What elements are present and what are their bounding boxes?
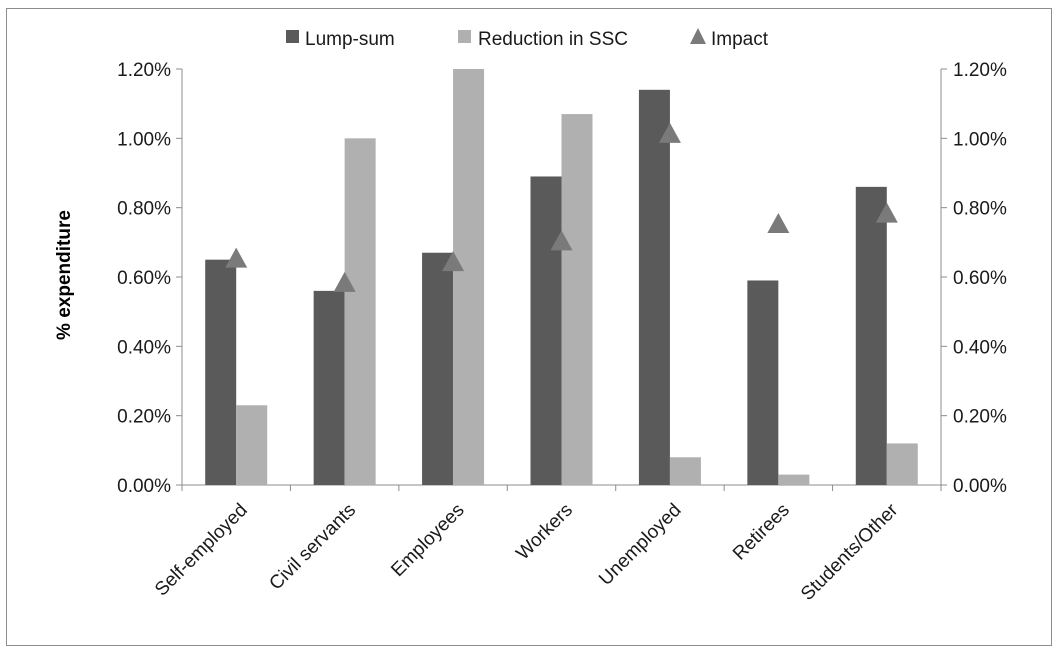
impact-marker-1 bbox=[333, 271, 356, 292]
impact-marker-3 bbox=[550, 230, 573, 251]
y-tick-label-right: 0.00% bbox=[953, 476, 1007, 497]
y-tick-label-right: 0.80% bbox=[953, 199, 1007, 220]
legend-swatch-0 bbox=[286, 30, 299, 43]
y-tick-label-left: 0.20% bbox=[117, 407, 171, 428]
y-tick-label-left: 0.00% bbox=[117, 476, 171, 497]
legend-label-1: Reduction in SSC bbox=[478, 29, 628, 50]
y-tick-label-right: 1.00% bbox=[953, 129, 1007, 150]
y-tick-label-right: 0.20% bbox=[953, 407, 1007, 428]
y-tick-label-right: 1.20% bbox=[953, 60, 1007, 81]
y-tick-label-left: 0.40% bbox=[117, 337, 171, 358]
y-axis-label: % expenditure bbox=[54, 210, 75, 340]
bar-reduction-in-ssc-1 bbox=[344, 138, 376, 486]
bars bbox=[205, 69, 918, 486]
impact-marker-4 bbox=[658, 122, 681, 143]
bar-lump-sum-2 bbox=[422, 252, 454, 485]
bar-lump-sum-1 bbox=[313, 290, 345, 485]
impact-marker-0 bbox=[225, 247, 248, 268]
y-tick-label-left: 0.60% bbox=[117, 268, 171, 289]
category-label-1: Civil servants bbox=[265, 500, 360, 595]
y-tick-label-left: 1.20% bbox=[117, 60, 171, 81]
bar-reduction-in-ssc-4 bbox=[669, 457, 701, 485]
category-label-0: Self-employed bbox=[151, 500, 252, 601]
y-tick-label-left: 0.80% bbox=[117, 199, 171, 220]
bar-lump-sum-0 bbox=[205, 259, 237, 485]
legend-swatch-2 bbox=[690, 28, 706, 44]
bar-reduction-in-ssc-2 bbox=[453, 69, 485, 485]
category-label-4: Unemployed bbox=[595, 500, 685, 590]
y-tick-label-right: 0.40% bbox=[953, 337, 1007, 358]
impact-markers bbox=[225, 122, 898, 292]
y-tick-label-right: 0.60% bbox=[953, 268, 1007, 289]
category-label-6: Students/Other bbox=[797, 499, 903, 605]
bar-lump-sum-5 bbox=[747, 280, 779, 485]
legend-swatch-1 bbox=[458, 30, 471, 43]
legend-label-0: Lump-sum bbox=[305, 29, 395, 50]
impact-marker-6 bbox=[875, 202, 898, 223]
y-tick-label-left: 1.00% bbox=[117, 129, 171, 150]
bar-reduction-in-ssc-5 bbox=[778, 474, 810, 485]
bar-lump-sum-4 bbox=[638, 89, 670, 486]
category-label-3: Workers bbox=[512, 500, 577, 565]
bar-reduction-in-ssc-0 bbox=[236, 405, 268, 485]
category-label-2: Employees bbox=[387, 500, 468, 581]
bar-reduction-in-ssc-6 bbox=[886, 443, 918, 485]
bar-lump-sum-6 bbox=[855, 186, 887, 485]
bar-lump-sum-3 bbox=[530, 176, 562, 485]
category-label-5: Retirees bbox=[729, 500, 794, 565]
impact-marker-2 bbox=[442, 251, 465, 272]
legend: Lump-sum Reduction in SSC Impact bbox=[286, 28, 769, 50]
y-axis-right: 0.00% 0.20% 0.40% 0.60% 0.80% 1.00% 1.20% bbox=[941, 60, 1007, 497]
bar-reduction-in-ssc-3 bbox=[561, 114, 593, 486]
y-axis-left: 0.00% 0.20% 0.40% 0.60% 0.80% 1.00% 1.20% bbox=[117, 60, 182, 497]
category-labels: Self-employed Civil servants Employees Work… bbox=[151, 499, 903, 605]
impact-marker-5 bbox=[767, 213, 790, 233]
legend-label-2: Impact bbox=[711, 29, 769, 50]
